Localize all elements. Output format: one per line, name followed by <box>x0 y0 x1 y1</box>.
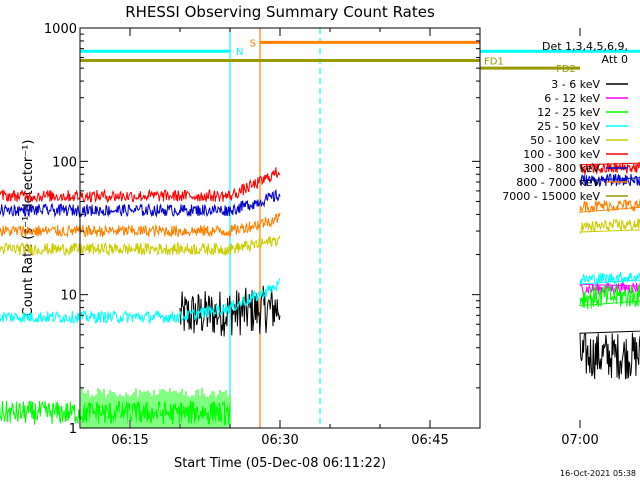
legend-entry-label: 12 - 25 keV <box>537 106 600 119</box>
series-25-50-kev <box>0 272 640 325</box>
plot-area: SN FD1 FD2 <box>0 28 640 428</box>
footer-timestamp: 16-Oct-2021 05:38 <box>560 469 636 478</box>
series-trace <box>579 173 640 187</box>
y-tick-label: 1000 <box>44 22 77 37</box>
legend-entry-label: 25 - 50 keV <box>537 120 600 133</box>
legend-entry-label: 50 - 100 keV <box>530 134 600 147</box>
x-axis-label: Start Time (05-Dec-08 06:11:22) <box>174 456 386 471</box>
series-800-7000-kev <box>0 198 640 239</box>
legend-entry-label: 7000 - 15000 keV <box>502 190 600 203</box>
series-trace <box>579 161 640 176</box>
flag-label: S <box>250 38 256 49</box>
x-tick-label: 07:00 <box>561 433 598 448</box>
series-trace <box>179 285 281 337</box>
chart-title: RHESSI Observing Summary Count Rates <box>125 3 435 21</box>
series-trace <box>0 277 281 325</box>
series-300-800-kev <box>0 173 640 218</box>
series-trace <box>579 280 640 296</box>
series-trace <box>579 198 640 213</box>
series-trace <box>0 167 281 204</box>
series-trace <box>579 284 640 310</box>
flag-label: FD2 <box>556 64 576 75</box>
x-tick-label: 06:45 <box>411 433 448 448</box>
series-6-12-kev <box>579 280 640 296</box>
axes: 110100100006:1506:3006:4507:0007:1507:30… <box>44 22 599 448</box>
series-trace <box>0 212 281 239</box>
low-count-hatch <box>79 388 231 428</box>
legend-entry-label: 6 - 12 keV <box>544 92 600 105</box>
series-trace <box>579 272 640 286</box>
y-tick-label: 100 <box>52 155 77 170</box>
flag-label: FD1 <box>484 57 504 68</box>
legend-entry-label: 300 - 800 keV <box>523 162 600 175</box>
series-50-100-kev <box>0 218 640 257</box>
x-tick-label: 06:30 <box>261 433 298 448</box>
series-trace <box>0 235 281 257</box>
flag-label: N <box>236 47 243 58</box>
legend-entry-label: 100 - 300 keV <box>523 148 600 161</box>
y-tick-label: 1 <box>69 422 77 437</box>
legend-header: Det 1,3,4,5,6,9, <box>542 40 628 53</box>
chart-title-group: RHESSI Observing Summary Count Rates <box>125 3 435 21</box>
legend-header: Att 0 <box>602 53 628 66</box>
x-tick-label: 06:15 <box>111 433 148 448</box>
legend-entry-label: 800 - 7000 keV <box>516 176 600 189</box>
y-tick-label: 10 <box>60 289 77 304</box>
series-100-300-kev <box>0 161 640 204</box>
series-3-6-kev <box>179 285 640 380</box>
series-trace <box>579 218 640 235</box>
legend-entry-label: 3 - 6 keV <box>551 78 600 91</box>
series-trace <box>0 188 281 218</box>
